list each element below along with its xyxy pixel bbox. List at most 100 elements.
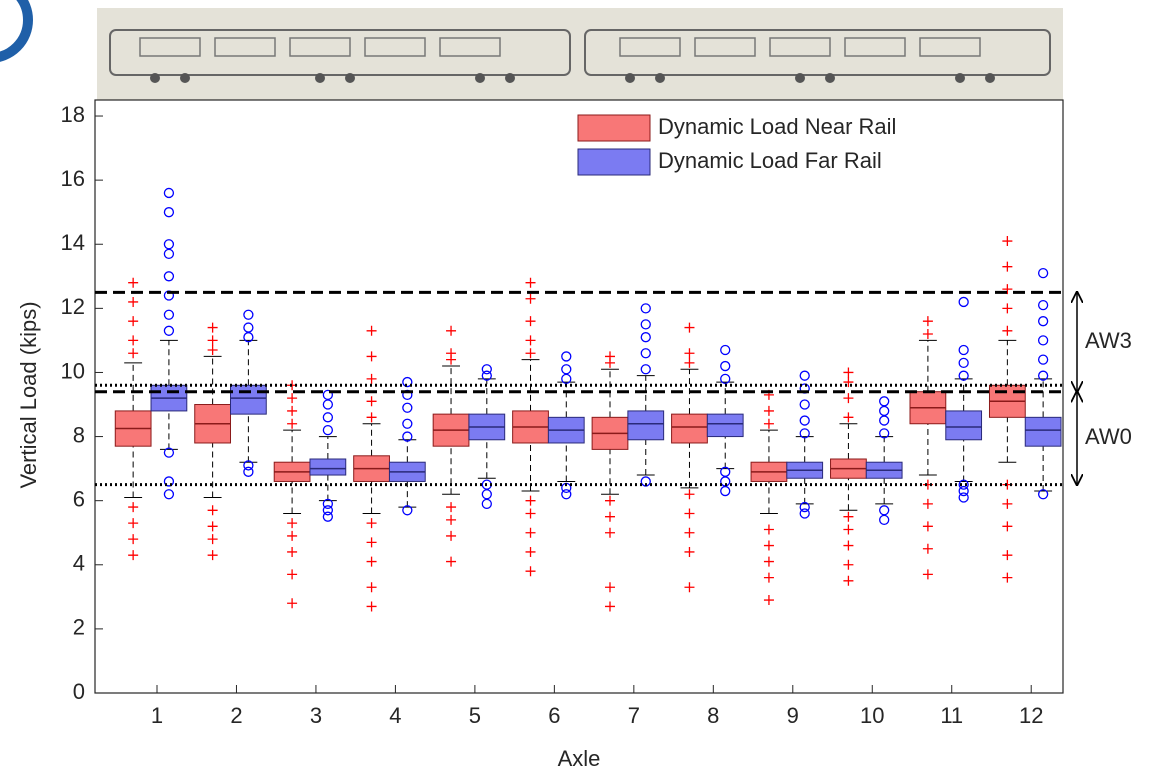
flier (799, 501, 810, 513)
flier (525, 527, 536, 538)
box (706, 413, 744, 438)
flier (1037, 335, 1049, 346)
flier (402, 505, 413, 516)
flier (481, 498, 492, 510)
box-group (786, 370, 824, 519)
box-group (512, 277, 549, 577)
y-tick-label: 14 (61, 230, 85, 255)
flier (163, 476, 175, 487)
flier (322, 511, 334, 522)
flier (922, 569, 933, 580)
flier (243, 322, 254, 333)
box (671, 413, 708, 444)
flier (446, 325, 457, 336)
flier (843, 412, 854, 423)
flier (207, 322, 218, 333)
legend-swatch (577, 114, 651, 142)
flier (879, 505, 890, 516)
flier (128, 534, 139, 545)
flier (1002, 550, 1013, 561)
flier (684, 527, 695, 538)
flier (958, 479, 969, 490)
flier (525, 348, 536, 359)
flier (640, 364, 651, 375)
flier (640, 319, 651, 330)
x-tick-label: 9 (787, 703, 799, 728)
flier (720, 360, 731, 372)
flier (958, 357, 969, 368)
flier (958, 370, 969, 381)
flier (366, 601, 377, 612)
flier (684, 348, 695, 359)
flier (1037, 489, 1049, 500)
flier (163, 187, 175, 199)
flier (446, 514, 457, 525)
flier (684, 546, 695, 557)
flier (287, 393, 298, 404)
flier (604, 495, 615, 506)
flier (879, 514, 890, 526)
flier (1002, 325, 1013, 336)
box-group (388, 376, 426, 516)
flier (446, 556, 457, 567)
box-group (547, 351, 585, 500)
flier (322, 505, 334, 516)
flier (525, 277, 536, 288)
flier (763, 405, 774, 416)
flier (843, 524, 854, 535)
flier (763, 418, 774, 429)
train-car (109, 29, 571, 76)
annotation-label: AW0 (1085, 424, 1132, 449)
flier (684, 322, 695, 333)
y-tick-label: 0 (73, 679, 85, 704)
box-group (627, 303, 665, 487)
flier (1037, 267, 1049, 279)
flier (799, 428, 810, 439)
flier (879, 428, 890, 439)
flier (1002, 236, 1013, 247)
flier (163, 447, 175, 458)
flier (1002, 572, 1013, 583)
y-tick-label: 2 (73, 615, 85, 640)
annotation-label: AW3 (1085, 328, 1132, 353)
flier (763, 595, 774, 606)
flier (525, 508, 536, 519)
flier (843, 377, 854, 388)
box-group (468, 364, 506, 510)
flier (799, 415, 810, 426)
box-group (671, 322, 708, 593)
flier (366, 325, 377, 336)
flier (604, 527, 615, 538)
flier (843, 367, 854, 378)
flier (763, 540, 774, 551)
flier (958, 296, 969, 308)
flier (561, 489, 572, 500)
flier (402, 402, 413, 413)
flier (287, 569, 298, 580)
box-group (706, 344, 744, 497)
flier (958, 492, 969, 503)
flier (604, 351, 615, 362)
flier (720, 373, 731, 385)
box-group (309, 389, 347, 522)
flier (879, 415, 890, 426)
flier (128, 316, 139, 327)
box-group (273, 380, 311, 609)
box-group (353, 325, 390, 612)
flier (163, 248, 175, 260)
box-group (945, 296, 983, 503)
x-tick-label: 6 (548, 703, 560, 728)
flier (525, 335, 536, 346)
flier (799, 370, 810, 381)
plot-frame (94, 99, 1064, 694)
flier (128, 335, 139, 346)
flier (207, 335, 218, 346)
flier (287, 530, 298, 541)
box-group (194, 322, 232, 561)
flier (402, 418, 413, 429)
flier (1037, 370, 1049, 381)
flier (481, 364, 492, 375)
flier (446, 530, 457, 541)
flier (207, 345, 218, 356)
flier (763, 556, 774, 567)
